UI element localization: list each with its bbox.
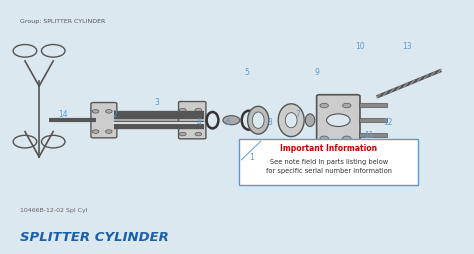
Circle shape [320, 137, 328, 141]
Circle shape [343, 104, 351, 108]
Text: Important Information: Important Information [280, 144, 377, 153]
Bar [358, 119, 387, 123]
Circle shape [195, 133, 201, 136]
Text: 10466B-12-02 Spl Cyl: 10466B-12-02 Spl Cyl [20, 208, 88, 212]
Text: 12: 12 [383, 118, 392, 126]
Text: 14: 14 [58, 110, 67, 119]
Circle shape [180, 109, 186, 113]
Text: 4: 4 [197, 118, 202, 126]
Text: Group: SPLITTER CYLINDER: Group: SPLITTER CYLINDER [20, 19, 106, 24]
Text: 1: 1 [249, 153, 254, 162]
FancyBboxPatch shape [239, 139, 419, 185]
Text: 7: 7 [296, 110, 301, 119]
Text: 11: 11 [364, 130, 374, 139]
Bar [358, 134, 387, 138]
Text: 9: 9 [315, 67, 319, 76]
Bar [358, 104, 387, 108]
FancyBboxPatch shape [91, 103, 117, 138]
Circle shape [92, 110, 99, 114]
Ellipse shape [278, 104, 304, 137]
Text: 5: 5 [244, 67, 249, 76]
FancyBboxPatch shape [317, 95, 360, 145]
Text: 2: 2 [112, 110, 117, 119]
Ellipse shape [247, 107, 269, 135]
Circle shape [195, 109, 201, 113]
Ellipse shape [305, 115, 315, 127]
FancyBboxPatch shape [179, 102, 206, 139]
Text: SPLITTER CYLINDER: SPLITTER CYLINDER [20, 230, 169, 243]
Text: 10: 10 [355, 42, 365, 51]
Text: See note field in parts listing below
for specific serial number information: See note field in parts listing below fo… [266, 159, 392, 173]
Circle shape [106, 110, 112, 114]
Text: 8: 8 [268, 118, 273, 126]
Ellipse shape [285, 113, 297, 128]
Ellipse shape [252, 113, 264, 129]
Circle shape [223, 116, 240, 125]
Circle shape [92, 130, 99, 134]
Text: 13: 13 [402, 42, 411, 51]
Circle shape [327, 115, 350, 127]
Circle shape [320, 104, 328, 108]
Text: 6: 6 [225, 118, 230, 126]
Circle shape [343, 137, 351, 141]
Circle shape [106, 130, 112, 134]
Text: 3: 3 [155, 97, 159, 106]
Circle shape [180, 133, 186, 136]
